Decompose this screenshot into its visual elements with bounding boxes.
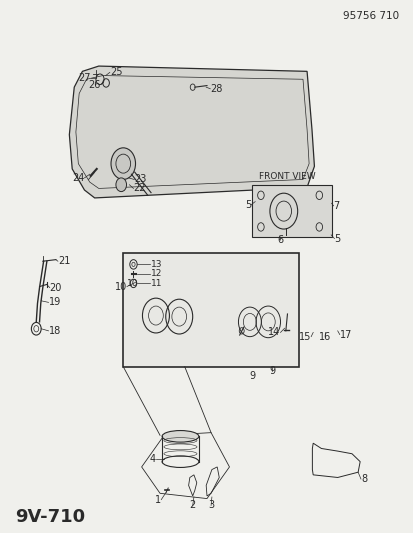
- Text: 2: 2: [189, 500, 195, 511]
- Text: 9: 9: [268, 366, 275, 376]
- Text: 18: 18: [48, 326, 61, 336]
- Text: 27: 27: [78, 72, 90, 83]
- Text: 10: 10: [114, 281, 127, 292]
- Text: 1: 1: [155, 495, 161, 505]
- Bar: [123, 253, 298, 367]
- Text: 12: 12: [151, 269, 162, 278]
- Text: 19: 19: [48, 297, 61, 308]
- Text: 15: 15: [298, 332, 311, 342]
- Text: 6: 6: [277, 235, 283, 245]
- Text: 5: 5: [334, 233, 340, 244]
- Text: 23: 23: [134, 174, 146, 184]
- Text: 9: 9: [249, 371, 255, 381]
- Text: 4: 4: [150, 454, 156, 464]
- Text: 17: 17: [339, 329, 351, 340]
- Text: 11: 11: [151, 279, 162, 288]
- Text: 24: 24: [72, 173, 84, 183]
- Ellipse shape: [161, 431, 198, 442]
- Text: 10: 10: [127, 279, 138, 288]
- Text: 8: 8: [360, 474, 366, 484]
- Text: 22: 22: [133, 183, 146, 193]
- Circle shape: [116, 178, 126, 191]
- Bar: [252, 185, 331, 238]
- Text: 7: 7: [333, 201, 339, 211]
- Text: 16: 16: [318, 332, 331, 342]
- Polygon shape: [127, 274, 204, 353]
- Text: 20: 20: [50, 282, 62, 293]
- Text: 3: 3: [207, 500, 214, 511]
- Text: 25: 25: [109, 67, 122, 77]
- Text: 26: 26: [88, 79, 100, 90]
- Circle shape: [111, 148, 135, 180]
- Text: FRONT VIEW: FRONT VIEW: [259, 172, 315, 181]
- Text: 28: 28: [210, 84, 222, 94]
- Text: 14: 14: [268, 327, 280, 337]
- Text: 9V-710: 9V-710: [15, 508, 85, 526]
- Text: 13: 13: [151, 260, 162, 269]
- Text: 5: 5: [244, 200, 251, 210]
- Polygon shape: [69, 66, 313, 198]
- Text: 95756 710: 95756 710: [342, 11, 398, 21]
- Text: 21: 21: [58, 256, 70, 266]
